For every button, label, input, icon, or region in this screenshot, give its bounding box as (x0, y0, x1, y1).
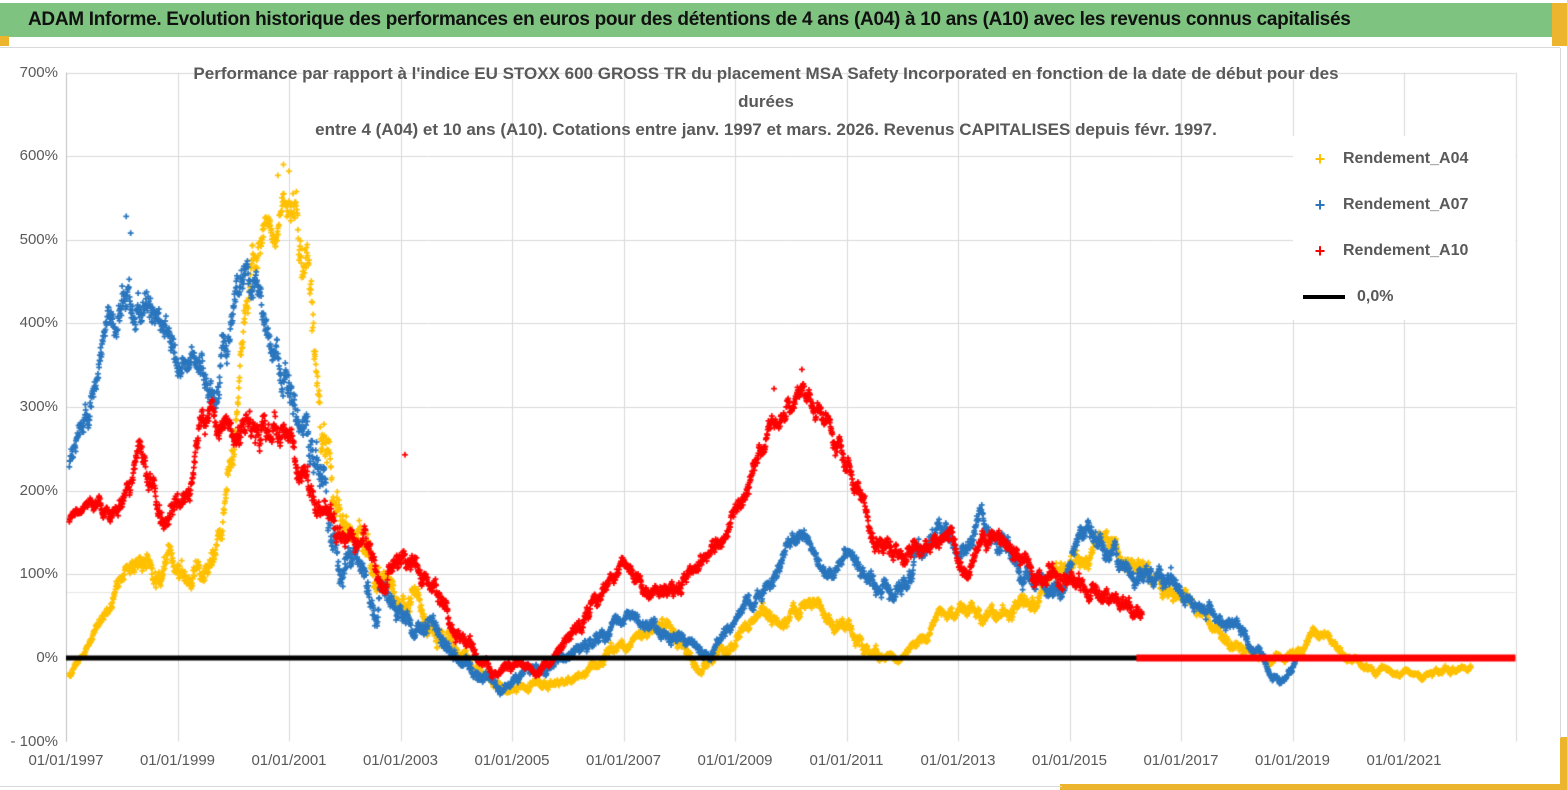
legend-plus-marker-icon: + (1314, 148, 1326, 169)
y-axis-tick-label: 700% (19, 63, 58, 81)
x-axis-tick-label: 01/01/1997 (28, 752, 104, 769)
x-axis-tick-label: 01/01/2001 (251, 752, 327, 769)
x-axis-tick-label: 01/01/1999 (139, 752, 216, 769)
legend-item-rendement-a07[interactable]: + Rendement_A07 (1293, 182, 1515, 228)
x-axis-tick-label: 01/01/2021 (1366, 752, 1442, 769)
legend-plus-marker-icon: + (1314, 240, 1326, 261)
chart-plot-canvas (0, 0, 1567, 742)
chart-legend[interactable]: + Rendement_A04 + Rendement_A07 + Rendement_A… (1293, 136, 1515, 320)
x-axis-tick-label: 01/01/2015 (1031, 752, 1108, 769)
y-axis-tick-label: 300% (19, 398, 58, 416)
x-axis-tick-label: 01/01/2013 (920, 752, 996, 769)
y-axis-tick-label: 0% (36, 649, 58, 666)
y-axis-tick-label: 200% (19, 481, 58, 499)
x-axis-tick-label: 01/01/2005 (474, 752, 550, 769)
legend-item-label: Rendement_A07 (1343, 196, 1469, 213)
legend-item-0-0-[interactable]: 0,0% (1293, 274, 1515, 320)
x-axis-tick-label: 01/01/2011 (809, 752, 884, 769)
y-axis-tick-label: 600% (19, 147, 58, 165)
y-axis-tick-label: 500% (19, 230, 58, 248)
x-axis-tick-label: 01/01/2007 (585, 752, 662, 769)
y-axis-tick-label: 400% (19, 314, 58, 332)
y-axis-tick-label: - 100% (10, 732, 58, 750)
gold-border-bottom (1060, 784, 1567, 790)
x-axis-tick-label: 01/01/2009 (697, 752, 773, 769)
legend-item-rendement-a10[interactable]: + Rendement_A10 (1293, 228, 1515, 274)
legend-plus-marker-icon: + (1314, 194, 1326, 215)
gold-border-right (1560, 737, 1567, 790)
bottom-faint-line (0, 786, 1062, 787)
x-axis-tick-label: 01/01/2003 (362, 752, 439, 769)
x-axis-tick-label: 01/01/2017 (1143, 752, 1219, 769)
y-axis-tick-label: 100% (19, 565, 58, 583)
legend-line-marker-icon (1303, 295, 1345, 299)
legend-item-label: Rendement_A04 (1343, 150, 1469, 167)
legend-item-label: 0,0% (1357, 288, 1394, 305)
legend-item-label: Rendement_A10 (1343, 242, 1469, 259)
legend-item-rendement-a04[interactable]: + Rendement_A04 (1293, 136, 1515, 182)
x-axis-tick-label: 01/01/2019 (1254, 752, 1331, 769)
